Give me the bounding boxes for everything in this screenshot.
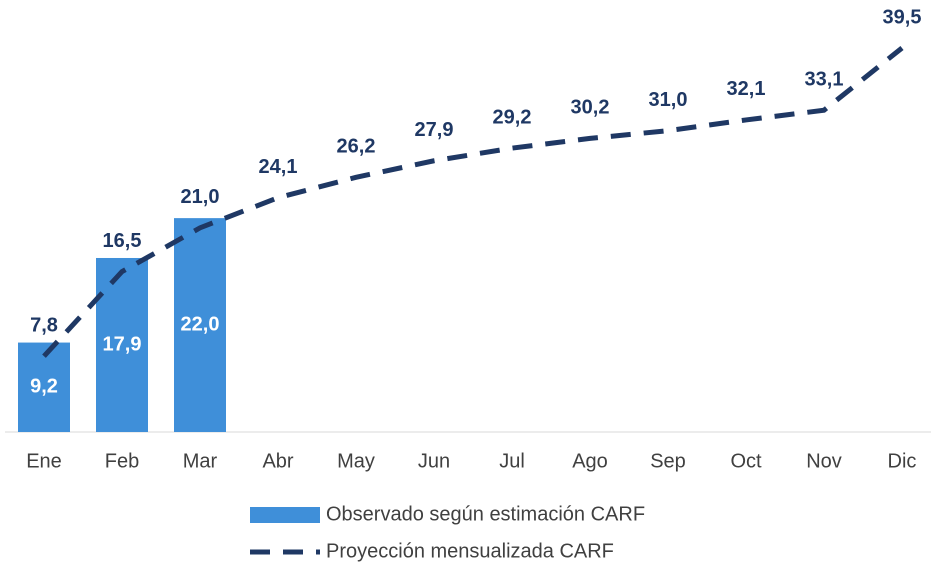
line-value-label: 16,5 <box>103 230 142 252</box>
x-tick-label: Jul <box>499 450 525 472</box>
x-tick-label: Abr <box>262 450 293 472</box>
bar-value-label: 22,0 <box>181 313 220 335</box>
line-value-label: 32,1 <box>727 78 766 100</box>
bar-value-label: 9,2 <box>30 376 58 398</box>
line-value-label: 30,2 <box>571 97 610 119</box>
line-value-label: 39,5 <box>883 6 922 28</box>
bar <box>18 342 70 432</box>
line-value-label: 29,2 <box>493 106 532 128</box>
x-tick-label: Dic <box>888 450 917 472</box>
legend-swatch <box>250 507 320 523</box>
line-value-label: 7,8 <box>30 314 58 336</box>
x-tick-label: Mar <box>183 450 218 472</box>
line-value-label: 31,0 <box>649 89 688 111</box>
x-tick-label: Oct <box>730 450 762 472</box>
line-value-label: 21,0 <box>181 186 220 208</box>
line-value-label: 27,9 <box>415 119 454 141</box>
bar-value-label: 17,9 <box>103 333 142 355</box>
x-tick-label: Feb <box>105 450 139 472</box>
line <box>42 46 904 358</box>
x-tick-label: Sep <box>650 450 686 472</box>
bar <box>96 257 148 432</box>
bar <box>174 218 226 432</box>
x-tick-label: Ago <box>572 450 608 472</box>
x-tick-label: Nov <box>806 450 842 472</box>
legend-label: Observado según estimación CARF <box>326 503 645 525</box>
line-value-label: 33,1 <box>805 68 844 90</box>
x-tick-label: Jun <box>418 450 450 472</box>
legend-label: Proyección mensualizada CARF <box>326 540 614 562</box>
line-value-label: 24,1 <box>259 156 298 178</box>
x-tick-label: Ene <box>26 450 62 472</box>
x-tick-label: May <box>337 450 375 472</box>
line-value-label: 26,2 <box>337 136 376 158</box>
